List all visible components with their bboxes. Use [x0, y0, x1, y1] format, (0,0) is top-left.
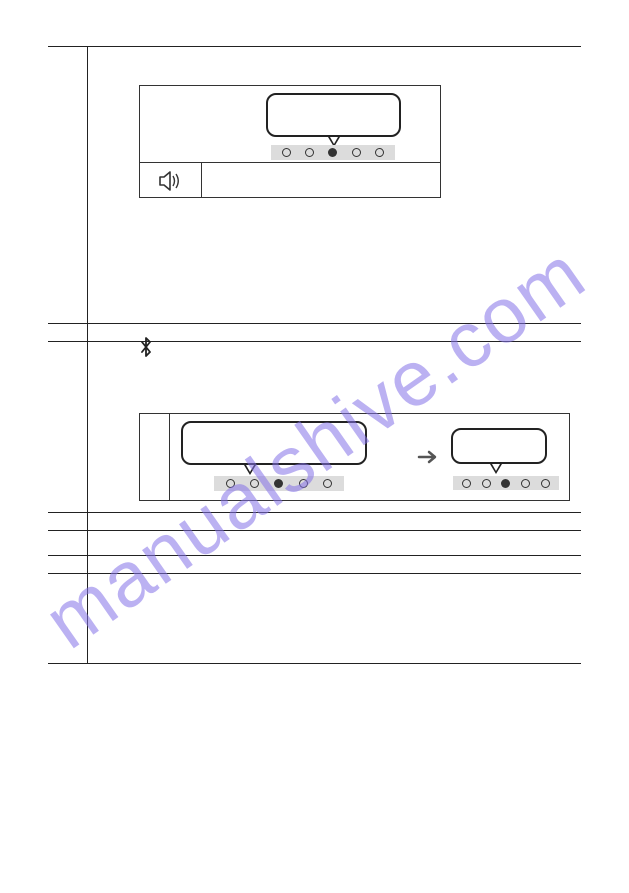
- diagram-speaker: [139, 85, 441, 198]
- dot-open: [352, 148, 361, 157]
- dot-open: [521, 479, 530, 488]
- arrow-right-icon: [417, 448, 439, 471]
- diagram-col-divider: [201, 162, 202, 197]
- callout-bubble-right: [451, 428, 547, 464]
- dot-open: [541, 479, 550, 488]
- table-line: [48, 530, 581, 531]
- table-line: [48, 555, 581, 556]
- dot-open: [305, 148, 314, 157]
- dot-open: [299, 479, 308, 488]
- table-line: [48, 512, 581, 513]
- diagram-transition: [139, 413, 570, 501]
- dot-solid: [328, 148, 337, 157]
- indicator-dots: [271, 145, 395, 160]
- dot-solid: [501, 479, 510, 488]
- bluetooth-icon: [140, 337, 152, 362]
- callout-bubble: [266, 93, 401, 137]
- dot-open: [250, 479, 259, 488]
- dot-open: [282, 148, 291, 157]
- table-column-divider: [87, 46, 88, 663]
- table-line: [48, 46, 581, 47]
- diagram-col-divider: [169, 414, 170, 500]
- callout-bubble-left: [181, 421, 367, 465]
- indicator-dots-left: [214, 476, 344, 491]
- dot-open: [323, 479, 332, 488]
- table-line: [48, 341, 581, 342]
- dot-solid: [274, 479, 283, 488]
- dot-open: [462, 479, 471, 488]
- table-line: [48, 323, 581, 324]
- indicator-dots-right: [453, 476, 559, 490]
- table-line: [48, 663, 581, 664]
- callout-tail: [244, 465, 256, 475]
- table-line: [48, 573, 581, 574]
- dot-open: [226, 479, 235, 488]
- speaker-icon: [158, 170, 184, 197]
- dot-open: [375, 148, 384, 157]
- dot-open: [482, 479, 491, 488]
- callout-tail: [490, 464, 502, 474]
- diagram-row-divider: [140, 162, 440, 163]
